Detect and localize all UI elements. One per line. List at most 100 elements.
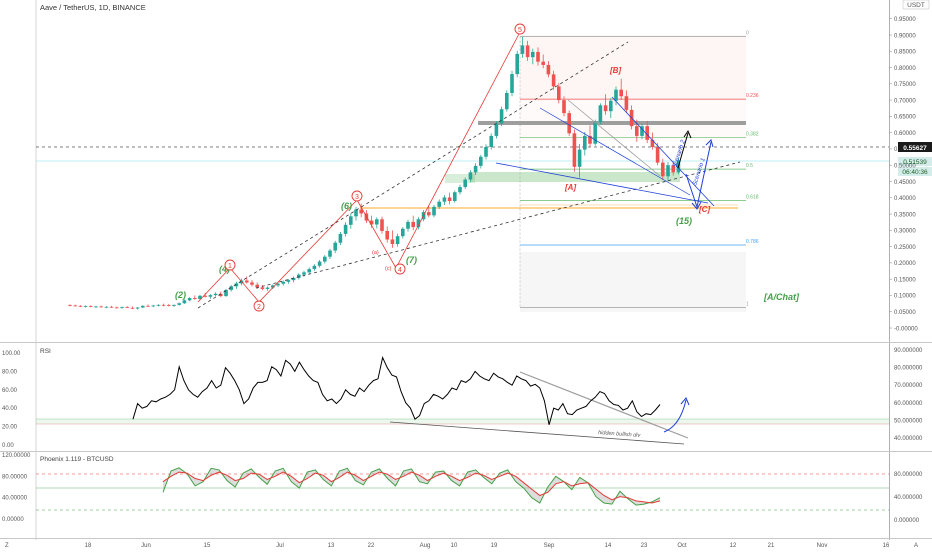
- countdown-tag: [898, 167, 932, 176]
- scenario-1-arrow[interactable]: [685, 141, 712, 209]
- wave-label-2[interactable]: (2): [175, 290, 186, 300]
- wave-circle-3[interactable]: 3: [351, 190, 363, 202]
- phoenix-green-line[interactable]: [162, 467, 661, 506]
- wave-circle-2[interactable]: 2: [253, 300, 265, 312]
- price-tick-label: 0.25000: [894, 245, 916, 251]
- candle-body: [593, 122, 597, 144]
- channel-lower[interactable]: [495, 162, 709, 204]
- candle-body: [624, 96, 629, 110]
- candle-body: [572, 133, 577, 167]
- scenario-2-arrow[interactable]: [677, 132, 689, 169]
- wave-label-4[interactable]: (4): [219, 264, 230, 274]
- candle-body: [120, 307, 124, 308]
- phoenix-left-tick: 0.00000: [2, 517, 24, 523]
- wave-circle-4[interactable]: 4: [394, 263, 406, 275]
- candle-body: [94, 306, 98, 308]
- wave-label-b-bracket[interactable]: [B]: [609, 66, 621, 75]
- price-tick-label: 0.30000: [894, 229, 916, 235]
- wave-circle-1[interactable]: 1: [224, 259, 236, 271]
- candle-body: [213, 293, 218, 296]
- candle-body: [156, 304, 161, 306]
- rsi-right-tick: 90.000000: [894, 348, 923, 354]
- symbol-title[interactable]: Aave / TetherUS, 1D, BINANCE: [40, 3, 146, 12]
- channel-mid[interactable]: [539, 107, 691, 196]
- phoenix-title[interactable]: Phoenix 1.119 - BTCUSD: [40, 456, 114, 463]
- rsi-title[interactable]: RSI: [40, 348, 51, 355]
- candle-body: [99, 306, 103, 308]
- wave-label-7[interactable]: (7): [406, 255, 417, 265]
- price-tick-label: 0.65000: [894, 115, 916, 121]
- rsi-left-tick: 80.00: [2, 369, 18, 375]
- wave-label-6[interactable]: (6): [341, 201, 352, 211]
- currency-button[interactable]: [902, 0, 930, 10]
- candle-body: [520, 45, 525, 54]
- wave-label-c-bracket[interactable]: [C]: [698, 205, 710, 214]
- price-tick-label: 0.45000: [894, 180, 916, 186]
- grey-projection: [567, 99, 661, 177]
- down-arrowhead: [691, 201, 702, 210]
- upper-dashed-trendline[interactable]: [197, 41, 629, 309]
- price-tags: 0.55627 0.51539 06:40:36: [898, 142, 932, 176]
- candle-body: [234, 283, 239, 287]
- candle-body: [161, 304, 166, 306]
- scale-button[interactable]: A: [914, 543, 918, 549]
- wave-label-a-bracket[interactable]: [A]: [564, 183, 576, 192]
- candle-body: [343, 224, 348, 234]
- candle-body: [406, 221, 410, 229]
- channel-upper[interactable]: [611, 96, 715, 207]
- candle-body: [536, 51, 540, 62]
- rsi-upper-trendline[interactable]: [519, 371, 689, 439]
- wave-circle-5[interactable]: 5: [514, 23, 526, 35]
- candle-body: [515, 53, 519, 75]
- rsi-right-tick: 70.000000: [894, 383, 923, 389]
- price-tick-label: 0.40000: [894, 196, 916, 202]
- candle-body: [203, 295, 207, 297]
- phoenix-left-tick: 80.00000: [2, 474, 28, 480]
- rsi-line[interactable]: [132, 356, 661, 425]
- candle-body: [260, 287, 265, 289]
- rsi-left-tick: 60.00: [2, 388, 18, 394]
- lower-dashed-trendline[interactable]: [255, 161, 741, 289]
- timezone-button[interactable]: Z: [5, 543, 9, 549]
- price-tick-label: 0.75000: [894, 82, 916, 88]
- wave-label-15[interactable]: (15): [676, 216, 692, 226]
- rsi-left-tick: 0.00: [2, 443, 14, 449]
- candle-body: [510, 74, 514, 93]
- candle-body: [473, 165, 478, 173]
- rsi-axis[interactable]: 100.00 80.00 60.00 40.00 20.00 0.00 90.000000 8…: [2, 348, 923, 449]
- candle-body: [151, 305, 155, 307]
- candle-body: [390, 239, 395, 245]
- candle-body: [291, 277, 296, 281]
- wave-label-a-small[interactable]: (a): [372, 250, 379, 256]
- candle-body: [312, 265, 317, 270]
- candle-body: [317, 261, 322, 266]
- candle-body: [635, 126, 639, 136]
- candle-body: [68, 305, 72, 307]
- lower-band: [520, 252, 746, 312]
- phoenix-red-line[interactable]: [162, 471, 661, 504]
- price-tick-label: 0.15000: [894, 277, 916, 283]
- candle-body: [323, 256, 327, 262]
- time-axis[interactable]: 18 Jun 15 Jul 13 22 Aug 10 19 Sep 14 23 Oct 12 21 Nov 16: [85, 543, 890, 549]
- chat-label[interactable]: [A/Chat]: [763, 292, 800, 302]
- rsi-left-tick: 20.00: [2, 425, 18, 431]
- candle-body: [489, 135, 493, 147]
- rsi-lower-trendline[interactable]: [389, 421, 685, 445]
- rsi-forecast-arrow[interactable]: [663, 399, 687, 433]
- candle-body: [666, 165, 670, 177]
- wave-label-c-small[interactable]: (c): [385, 266, 392, 272]
- impulse-wave-path[interactable]: [197, 31, 521, 303]
- phoenix-axis[interactable]: 120.00000 80.00000 40.00000 0.00000 80.00000…: [2, 453, 923, 524]
- candle-body: [250, 282, 254, 285]
- candle-body: [661, 162, 665, 177]
- time-tick-label: Oct: [677, 543, 687, 549]
- price-tick-label: 0.35000: [894, 212, 916, 218]
- candle-body: [541, 61, 545, 65]
- candle-body: [567, 113, 571, 134]
- candle-body: [130, 307, 135, 309]
- svg-text:3: 3: [355, 194, 359, 201]
- candle-body: [172, 304, 176, 306]
- candle-body: [219, 293, 223, 297]
- time-tick-label: 18: [85, 543, 92, 549]
